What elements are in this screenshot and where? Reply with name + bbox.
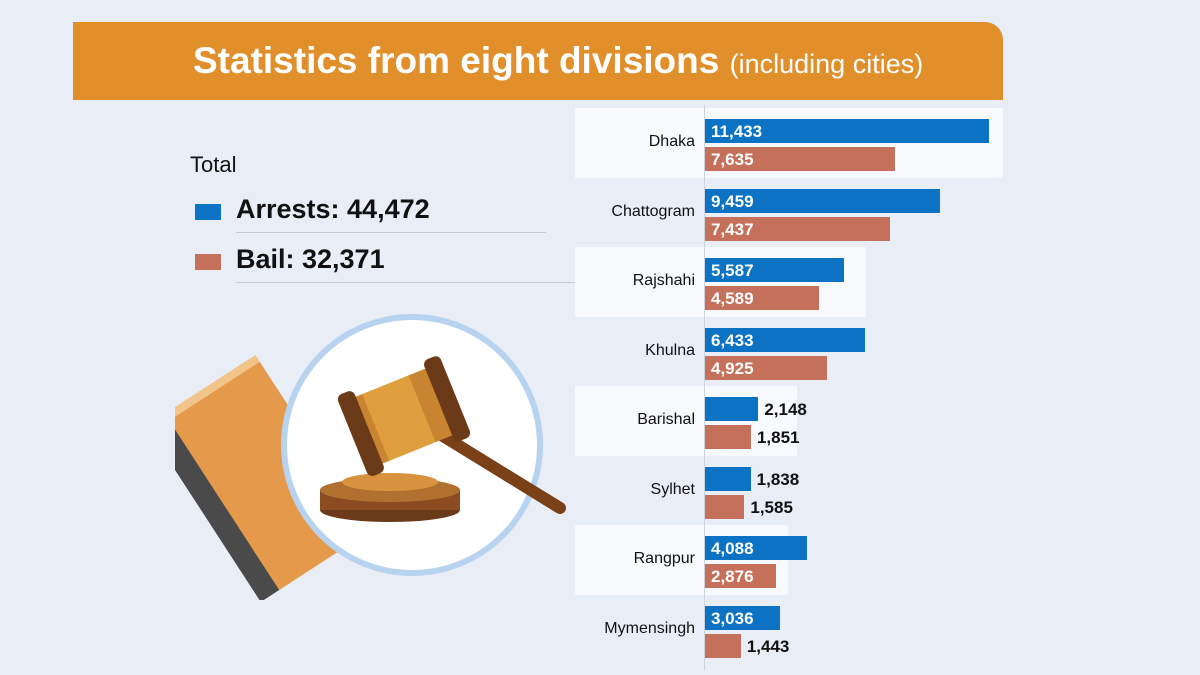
value-label: 4,589: [711, 289, 754, 308]
bar-bail: [705, 564, 777, 588]
value-label: 4,925: [711, 358, 754, 378]
category-label: Chattogram: [611, 202, 695, 220]
legend: Total Arrests: 44,472 Bail: 32,371: [190, 152, 596, 283]
row-panel: [575, 386, 797, 456]
value-label: 7,635: [711, 150, 754, 169]
bail-swatch: [195, 254, 221, 270]
value-label: 2,148: [764, 400, 807, 419]
value-label: 2,876: [711, 567, 754, 586]
bar-bail: [705, 216, 890, 241]
bar-arrests: [705, 188, 940, 213]
value-label: 1,838: [756, 469, 800, 489]
header-banner: Statistics from eight divisions (includi…: [73, 22, 1003, 100]
bar-bail: [705, 147, 895, 171]
bar-bail: [705, 633, 741, 658]
legend-bail-text: Bail: 32,371: [236, 244, 385, 274]
value-label: 1,585: [750, 497, 793, 517]
y-axis-line: [704, 105, 705, 670]
value-label: 1,851: [756, 428, 800, 447]
value-label: 3,036: [711, 608, 754, 628]
bar-arrests: [705, 397, 759, 421]
category-label: Sylhet: [650, 480, 695, 498]
legend-arrests-text: Arrests: 44,472: [236, 194, 430, 224]
value-label: 11,433: [711, 122, 763, 141]
title-text: Statistics from eight divisions: [193, 40, 720, 81]
bar-arrests: [705, 258, 844, 282]
bar-bail: [705, 425, 751, 449]
gavel-illustration: [146, 310, 575, 605]
bar-bail: [705, 494, 745, 519]
gavel-book-icon: [146, 314, 566, 602]
value-label: 4,088: [711, 539, 754, 558]
value-label: 1,443: [746, 636, 790, 656]
value-label: 7,437: [711, 219, 754, 239]
bar-arrests: [705, 466, 751, 491]
category-label: Barishal: [637, 411, 695, 428]
category-label: Dhaka: [648, 133, 695, 150]
bar-arrests: [705, 605, 781, 630]
category-label: Mymensingh: [604, 619, 695, 637]
category-label: Rajshahi: [632, 272, 695, 289]
chart-title: Statistics from eight divisions (includi…: [193, 40, 923, 82]
bar-bail: [705, 286, 819, 310]
arrests-swatch: [195, 204, 221, 220]
divider: [236, 282, 596, 283]
legend-total-label: Total: [190, 152, 237, 177]
bar-arrests: [705, 327, 865, 352]
divider: [236, 232, 546, 233]
value-label: 5,587: [711, 261, 754, 280]
value-label: 6,433: [711, 330, 754, 350]
bar-arrests: [705, 119, 989, 143]
bar-arrests: [705, 536, 807, 560]
category-label: Khulna: [645, 341, 695, 359]
bar-bail: [705, 355, 828, 380]
title-subtitle: (including cities): [729, 49, 924, 79]
category-label: Rangpur: [633, 550, 695, 567]
value-label: 9,459: [711, 191, 754, 211]
